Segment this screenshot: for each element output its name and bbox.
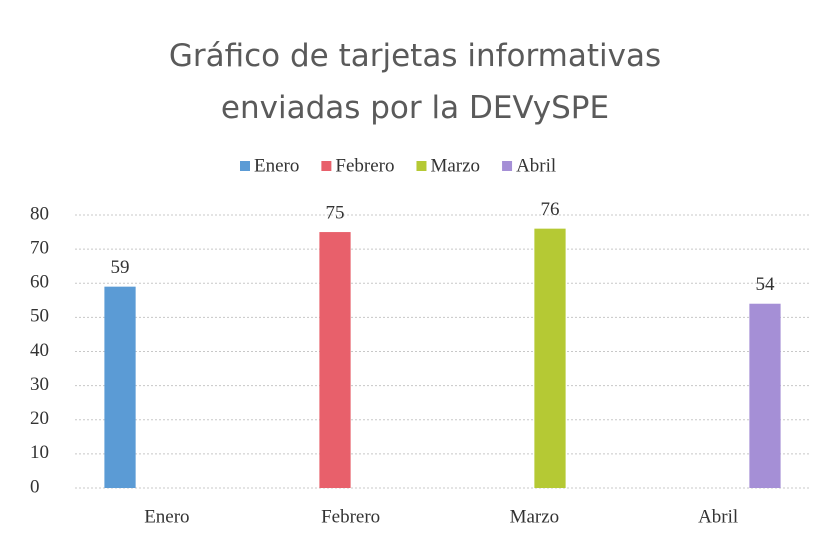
legend-swatch bbox=[321, 161, 332, 171]
bar bbox=[319, 232, 351, 488]
y-tick-label: 0 bbox=[30, 476, 40, 497]
data-label: 54 bbox=[755, 274, 775, 295]
y-tick-label: 40 bbox=[30, 340, 49, 361]
chart-title: Gráfico de tarjetas informativas enviada… bbox=[168, 38, 662, 126]
data-label: 76 bbox=[540, 199, 559, 220]
legend-label: Abril bbox=[516, 155, 556, 176]
legend-swatch bbox=[416, 161, 427, 171]
bar bbox=[534, 228, 566, 488]
legend-label: Marzo bbox=[430, 155, 480, 176]
bar bbox=[104, 286, 136, 488]
x-tick-label: Marzo bbox=[510, 506, 560, 527]
y-tick-label: 20 bbox=[30, 408, 49, 429]
y-tick-label: 10 bbox=[30, 442, 49, 463]
y-tick-label: 30 bbox=[30, 374, 49, 395]
legend-label: Enero bbox=[254, 155, 299, 176]
x-tick-label: Abril bbox=[698, 506, 738, 527]
y-tick-label: 50 bbox=[30, 306, 49, 327]
legend-swatch bbox=[240, 161, 250, 171]
data-label: 59 bbox=[111, 257, 130, 278]
x-tick-label: Febrero bbox=[321, 506, 380, 527]
legend-label: Febrero bbox=[335, 155, 394, 176]
y-tick-label: 60 bbox=[30, 272, 49, 293]
y-tick-label: 70 bbox=[30, 237, 49, 258]
legend-swatch bbox=[502, 161, 513, 171]
x-tick-label: Enero bbox=[144, 506, 189, 527]
data-label: 75 bbox=[326, 202, 345, 223]
bar bbox=[749, 303, 781, 488]
y-tick-label: 80 bbox=[30, 203, 49, 224]
